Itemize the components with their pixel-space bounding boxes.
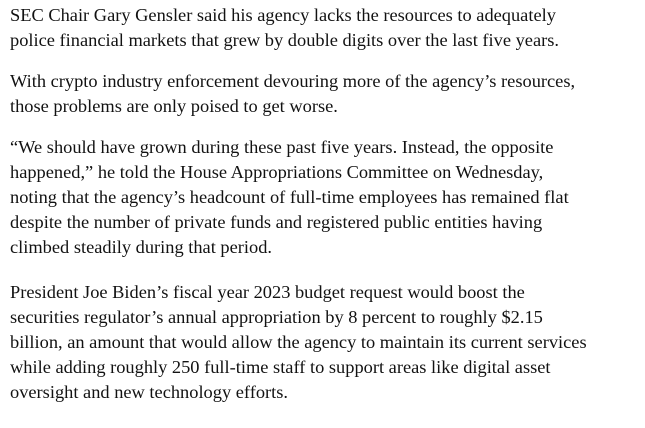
text-line: billion, an amount that would allow the … — [10, 332, 587, 352]
paragraph-3: “We should have grown during these past … — [10, 135, 645, 260]
text-line: those problems are only poised to get wo… — [10, 96, 338, 116]
text-line: With crypto industry enforcement devouri… — [10, 71, 576, 91]
text-line: while adding roughly 250 full-time staff… — [10, 357, 551, 377]
text-line: noting that the agency’s headcount of fu… — [10, 187, 569, 207]
paragraph-2: With crypto industry enforcement devouri… — [10, 69, 645, 119]
text-line: SEC Chair Gary Gensler said his agency l… — [10, 5, 556, 25]
paragraph-1: SEC Chair Gary Gensler said his agency l… — [10, 3, 645, 53]
text-line: “We should have grown during these past … — [10, 137, 554, 157]
text-line: climbed steadily during that period. — [10, 237, 273, 257]
text-line: securities regulator’s annual appropriat… — [10, 307, 543, 327]
text-line: happened,” he told the House Appropriati… — [10, 162, 544, 182]
text-line: despite the number of private funds and … — [10, 212, 543, 232]
text-line: oversight and new technology efforts. — [10, 382, 289, 402]
text-line: President Joe Biden’s fiscal year 2023 b… — [10, 282, 525, 302]
text-line: police financial markets that grew by do… — [10, 30, 559, 50]
paragraph-4: President Joe Biden’s fiscal year 2023 b… — [10, 280, 645, 405]
article-body: SEC Chair Gary Gensler said his agency l… — [10, 3, 645, 405]
